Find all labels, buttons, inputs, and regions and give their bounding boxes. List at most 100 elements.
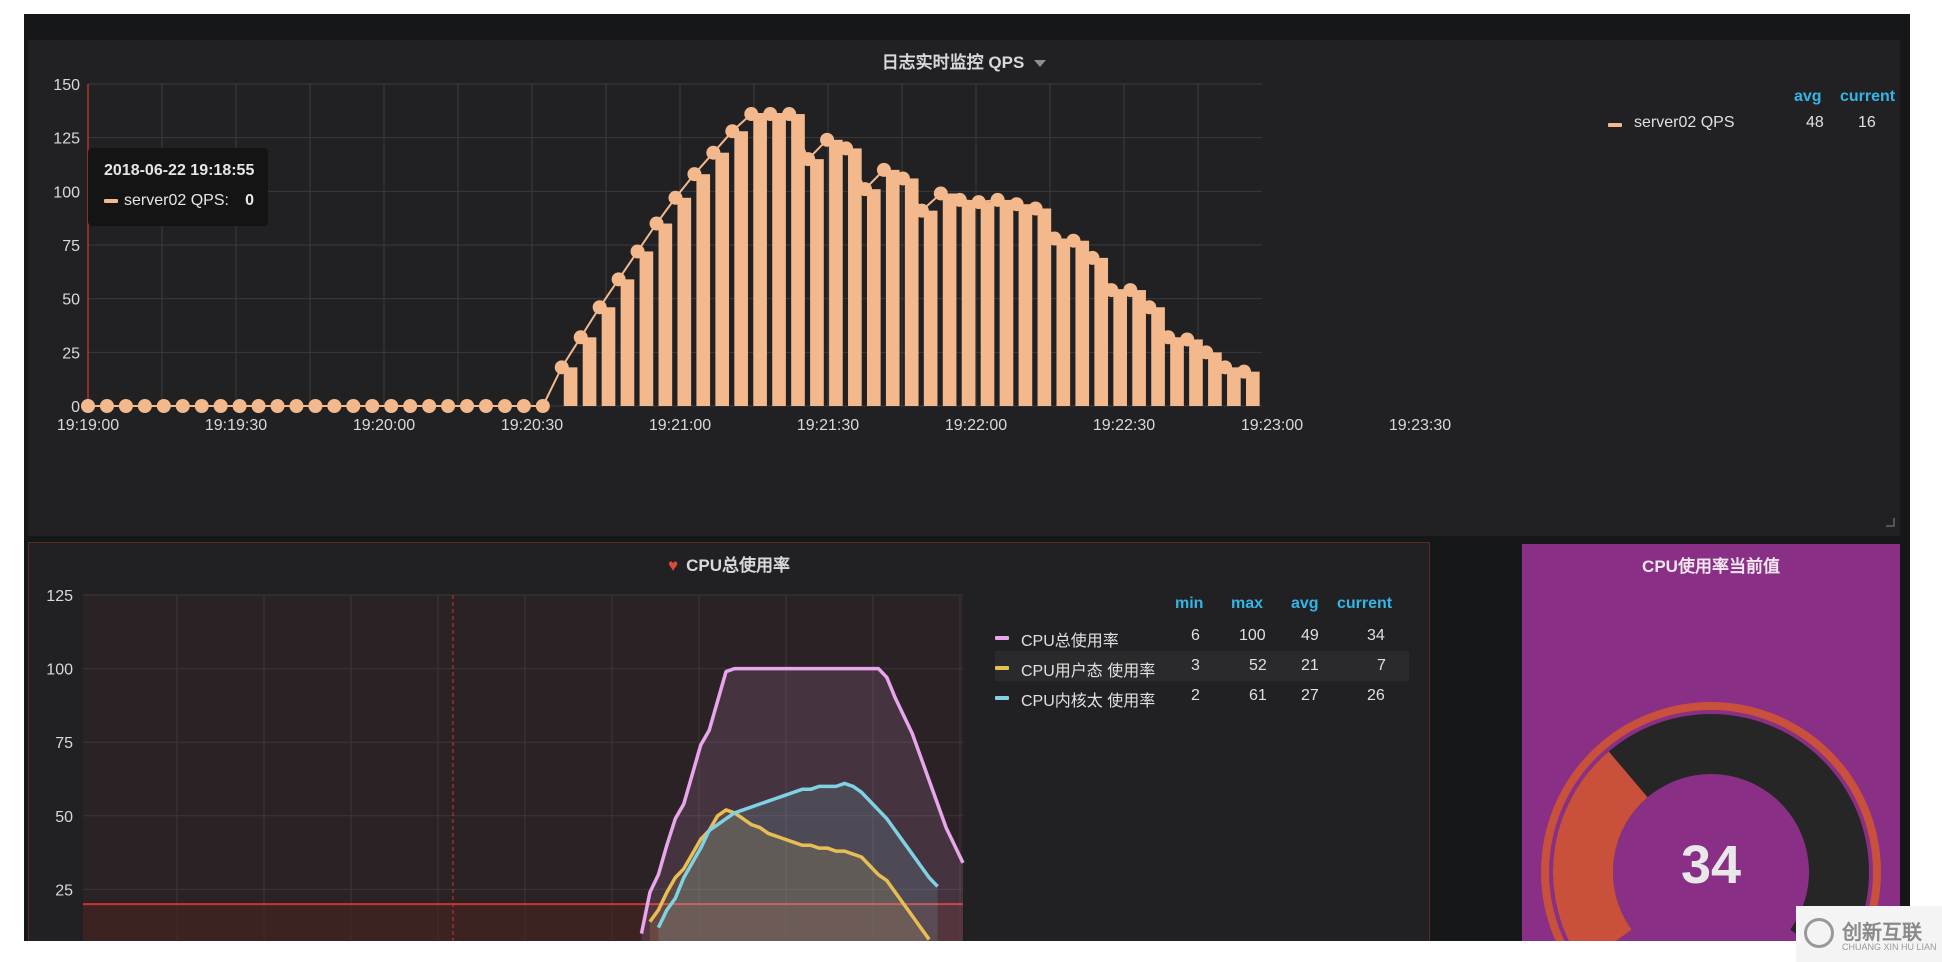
- legend-series-name: server02 QPS: [1634, 114, 1735, 131]
- qps-point: [933, 186, 948, 201]
- qps-point: [687, 167, 702, 182]
- gauge-value-arc: [1553, 751, 1648, 941]
- legend-item[interactable]: CPU内核太 使用率 2 61 27 26: [995, 685, 1409, 711]
- legend-header-current[interactable]: current: [1337, 595, 1393, 612]
- qps-point: [801, 152, 816, 167]
- qps-point: [744, 107, 759, 122]
- qps-chart[interactable]: 0 25 50 75 100 125 150 19:19:00 19:19:30 19:20:00…: [28, 40, 1900, 536]
- x-tick-label: 19:22:30: [1093, 417, 1155, 434]
- qps-point: [1180, 332, 1195, 347]
- legend-avg-value: 27: [1301, 687, 1319, 704]
- qps-bar: [923, 210, 938, 406]
- qps-bar: [658, 223, 673, 406]
- legend-item[interactable]: CPU用户态 使用率 3 52 21 7: [995, 655, 1409, 681]
- legend-current-value: 26: [1367, 687, 1385, 704]
- cpu-series-line: [648, 808, 931, 941]
- qps-bar: [734, 131, 748, 406]
- cpu-panel-title[interactable]: ♥ CPU总使用率: [29, 551, 1429, 576]
- tooltip-row: server02 QPS: 0: [104, 192, 254, 210]
- qps-legend: avg current server02 QPS 48 16: [1608, 88, 1895, 148]
- legend-header-max[interactable]: max: [1231, 595, 1264, 612]
- qps-point: [384, 399, 399, 413]
- qps-bar: [980, 202, 995, 406]
- qps-panel-title-text: 日志实时监控 QPS: [881, 53, 1025, 72]
- qps-point: [706, 145, 721, 160]
- legend-series-name: CPU内核太 使用率: [1021, 693, 1156, 710]
- qps-point: [194, 399, 209, 413]
- legend-min-value: 2: [1191, 687, 1200, 704]
- qps-bar: [620, 279, 635, 406]
- qps-point: [971, 195, 986, 210]
- qps-point: [630, 244, 645, 259]
- qps-bar: [885, 169, 900, 406]
- qps-point: [895, 171, 910, 186]
- qps-point: [1161, 330, 1176, 345]
- qps-point: [365, 399, 380, 413]
- legend-max-value: 61: [1249, 687, 1267, 704]
- qps-bar: [601, 307, 616, 406]
- legend-swatch: [995, 636, 1009, 640]
- legend-current-value: 16: [1858, 114, 1876, 131]
- y-tick-label: 100: [46, 662, 73, 679]
- qps-point: [232, 399, 247, 413]
- x-tick-label: 19:20:00: [353, 417, 415, 434]
- x-tick-label: 19:21:00: [649, 417, 711, 434]
- qps-bar: [639, 251, 654, 406]
- gauge-center: [1615, 776, 1807, 941]
- qps-bar: [810, 159, 824, 406]
- watermark-sub: CHUANG XIN HU LIAN: [1842, 942, 1937, 952]
- qps-point: [1028, 201, 1043, 216]
- legend-max-value: 52: [1249, 657, 1267, 674]
- qps-point: [308, 399, 323, 413]
- qps-bar: [1170, 337, 1184, 406]
- gauge-panel-title[interactable]: CPU使用率当前值: [1642, 557, 1780, 576]
- legend-item[interactable]: server02 QPS 48 16: [1608, 114, 1888, 136]
- legend-item[interactable]: CPU总使用率 6 100 49 34: [995, 625, 1409, 651]
- gauge-track: [1553, 714, 1869, 941]
- qps-bar: [829, 139, 843, 406]
- qps-point: [592, 300, 607, 315]
- qps-point: [535, 399, 550, 413]
- cpu-series-area: [649, 809, 930, 941]
- qps-point: [497, 399, 512, 413]
- qps-point: [516, 399, 531, 413]
- cpu-panel: ♥ CPU总使用率 25 50 75 100 125 min max avg curren…: [28, 542, 1430, 941]
- qps-point: [668, 190, 683, 205]
- qps-point: [156, 399, 171, 413]
- qps-point: [876, 162, 891, 177]
- y-tick-label: 125: [46, 588, 73, 605]
- legend-series-name: CPU用户态 使用率: [1021, 663, 1156, 680]
- qps-point: [573, 330, 588, 345]
- qps-bar: [942, 193, 957, 406]
- qps-point: [1047, 231, 1062, 246]
- qps-bar: [1075, 240, 1090, 406]
- y-tick-label: 150: [53, 77, 80, 94]
- y-tick-label: 25: [55, 882, 73, 899]
- qps-bar: [677, 197, 692, 406]
- qps-bar: [1151, 307, 1165, 406]
- qps-panel-title[interactable]: 日志实时监控 QPS: [28, 48, 1900, 73]
- legend-header-avg[interactable]: avg: [1794, 88, 1822, 105]
- cpu-legend: min max avg current CPU总使用率 6 100 49 34 …: [995, 595, 1415, 710]
- resize-handle-icon: [1886, 518, 1895, 527]
- tooltip-time: 2018-06-22 19:18:55: [104, 162, 255, 179]
- legend-avg-value: 48: [1806, 114, 1824, 131]
- legend-header-min[interactable]: min: [1175, 595, 1204, 612]
- qps-point: [99, 399, 114, 413]
- legend-header-current[interactable]: current: [1840, 88, 1896, 105]
- legend-header-avg[interactable]: avg: [1291, 595, 1319, 612]
- legend-row-highlight: [995, 651, 1409, 681]
- qps-point: [460, 399, 475, 413]
- qps-point: [289, 399, 304, 413]
- chevron-down-icon[interactable]: [1034, 60, 1047, 68]
- qps-bar: [1056, 238, 1071, 406]
- gauge-chart: [1541, 702, 1881, 941]
- cpu-chart[interactable]: 25 50 75 100 125: [29, 543, 1431, 941]
- x-tick-label: 19:21:30: [797, 417, 859, 434]
- qps-point: [725, 124, 740, 139]
- qps-point: [1085, 250, 1100, 265]
- qps-point: [270, 399, 285, 413]
- legend-current-value: 34: [1367, 627, 1385, 644]
- watermark-main: 创新互联: [1842, 922, 1922, 944]
- legend-avg-value: 21: [1301, 657, 1319, 674]
